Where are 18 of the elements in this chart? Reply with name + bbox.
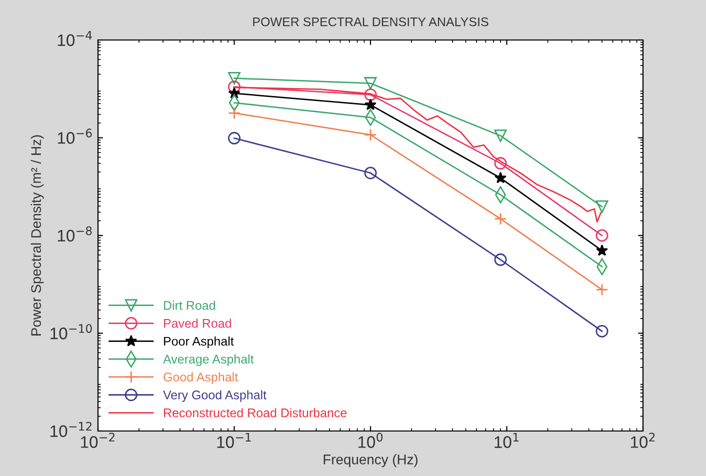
x-tick-label: 10$^{−1}$ — [217, 432, 251, 448]
y-tick-label: 10$^{−10}$ — [50, 324, 92, 340]
legend-label: Poor Asphalt — [164, 336, 234, 348]
legend-label: Good Asphalt — [164, 372, 238, 384]
x-axis-title: Frequency (Hz) — [324, 454, 418, 468]
y-tick-label: 10$^{−8}$ — [58, 226, 92, 242]
y-tick-label: 10$^{−4}$ — [58, 31, 92, 46]
legend-label: Dirt Road — [164, 300, 215, 310]
x-tick-label: 10$^{2}$ — [630, 432, 655, 448]
legend-label: Very Good Asphalt — [163, 390, 266, 402]
legend-label: Reconstructed Road Disturbance — [164, 408, 347, 418]
chart-title: POWER SPECTRAL DENSITY ANALYSIS — [253, 17, 488, 26]
legend-label: Average Asphalt — [163, 354, 254, 366]
y-tick-label: 10$^{−6}$ — [58, 128, 92, 144]
x-tick-label: 10$^{0}$ — [358, 432, 383, 448]
legend-label: Paved Road — [164, 318, 231, 328]
y-axis-title: Power Spectral Density (m² / Hz) — [30, 135, 44, 336]
x-tick-label: 10$^{1}$ — [494, 432, 518, 448]
